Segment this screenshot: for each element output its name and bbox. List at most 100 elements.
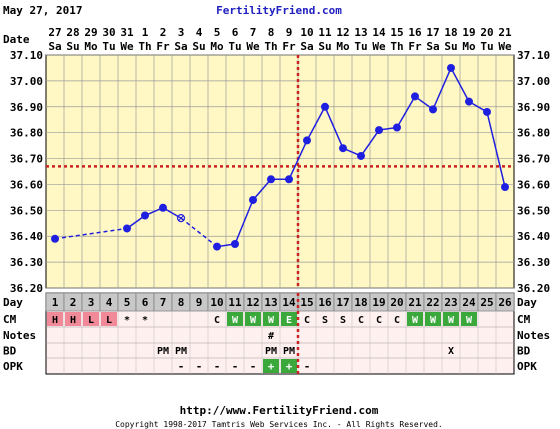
weekday-label: Sa (48, 40, 61, 53)
cm-cell (263, 312, 279, 326)
bd-value: X (448, 346, 454, 357)
cm-cell (425, 312, 441, 326)
day-number: 18 (354, 296, 367, 309)
date-number: 29 (84, 26, 97, 39)
cm-cell (443, 312, 459, 326)
temperature-line (234, 199, 254, 245)
temperature-point (411, 92, 419, 101)
temperature-line (54, 227, 128, 240)
temperature-point (447, 63, 455, 72)
bd-value: PM (283, 346, 295, 357)
y-tick-label-right: 36.30 (517, 256, 550, 269)
day-number: 19 (372, 296, 385, 309)
cm-value: * (142, 315, 148, 326)
temperature-line (306, 106, 326, 141)
opk-value: - (250, 360, 257, 373)
cm-value: W (232, 315, 239, 326)
row-label-bd: BD (3, 345, 17, 358)
opk-value: - (232, 360, 239, 373)
row-label-day: Day (3, 296, 23, 309)
temperature-line (360, 129, 380, 157)
cm-cell (47, 312, 63, 326)
row-label-right-notes: Notes (517, 329, 550, 342)
day-number: 16 (318, 296, 332, 309)
cm-value: L (88, 315, 94, 326)
cm-value: W (448, 315, 455, 326)
footer-url[interactable]: http://www.FertilityFriend.com (180, 404, 379, 417)
date-number: 1 (142, 26, 149, 39)
cm-cell (83, 312, 99, 326)
row-label-opk: OPK (3, 360, 23, 373)
temperature-line (432, 67, 452, 110)
weekday-label: Tu (480, 40, 493, 53)
y-tick-label-left: 37.00 (10, 75, 43, 88)
date-number: 30 (102, 26, 115, 39)
weekday-label: We (120, 40, 134, 53)
cm-value: C (358, 315, 364, 326)
weekday-label: Mo (210, 40, 224, 53)
cm-value: S (322, 315, 328, 326)
cm-cell (101, 312, 117, 326)
cm-value: W (430, 315, 437, 326)
y-tick-label-right: 37.00 (517, 75, 550, 88)
date-number: 7 (250, 26, 257, 39)
cm-value: W (250, 315, 257, 326)
date-number: 9 (286, 26, 293, 39)
temperature-line (450, 67, 470, 102)
row-label-right-opk: OPK (517, 360, 537, 373)
y-tick-label-left: 36.90 (10, 101, 43, 114)
date-number: 21 (498, 26, 512, 39)
cm-cell (281, 312, 297, 326)
day-number: 10 (210, 296, 223, 309)
date-number: 12 (336, 26, 349, 39)
y-tick-label-left: 36.40 (10, 230, 43, 243)
date-row-label: Date (3, 33, 30, 46)
site-title[interactable]: FertilityFriend.com (216, 4, 342, 17)
temperature-point (339, 144, 347, 153)
y-tick-label-left: 36.60 (10, 178, 43, 191)
y-tick-label-right: 36.40 (517, 230, 550, 243)
date-number: 15 (390, 26, 403, 39)
weekday-label: Sa (426, 40, 439, 53)
date-number: 14 (372, 26, 386, 39)
temperature-point (267, 175, 275, 184)
temperature-line (324, 106, 344, 149)
opk-value: - (214, 360, 221, 373)
temperature-point (465, 97, 473, 106)
y-tick-label-left: 36.50 (10, 204, 43, 217)
temperature-point (231, 239, 239, 248)
temperature-point (429, 105, 437, 114)
cm-value: C (304, 315, 310, 326)
day-number: 1 (52, 296, 59, 309)
date-number: 13 (354, 26, 367, 39)
temperature-line (396, 96, 416, 128)
temperature-plot: 36.20 36.20 36.30 36.30 36.40 36.40 36.50 36.50… (10, 49, 550, 295)
weekday-label: Su (318, 40, 331, 53)
weekday-label: We (498, 40, 512, 53)
temperature-point (141, 211, 149, 220)
date-number: 17 (426, 26, 439, 39)
y-tick-label-right: 36.60 (517, 178, 550, 191)
weekday-label: Su (192, 40, 205, 53)
day-number: 23 (444, 296, 457, 309)
y-tick-label-right: 36.90 (517, 101, 550, 114)
day-number: 22 (426, 296, 439, 309)
bd-value: PM (157, 346, 169, 357)
date-number: 6 (232, 26, 239, 39)
weekday-label: Sa (300, 40, 313, 53)
date-number: 4 (196, 26, 203, 39)
cm-value: E (286, 315, 292, 326)
temperature-point (483, 107, 491, 116)
date-number: 10 (300, 26, 313, 39)
date-number: 16 (408, 26, 422, 39)
cm-cell (407, 312, 423, 326)
date-number: 3 (178, 26, 185, 39)
weekday-label: We (372, 40, 386, 53)
temperature-point (303, 136, 311, 145)
day-number: 8 (178, 296, 185, 309)
cm-value: W (412, 315, 419, 326)
day-number: 4 (106, 296, 113, 309)
cm-cell (65, 312, 81, 326)
bd-value: PM (175, 346, 187, 357)
